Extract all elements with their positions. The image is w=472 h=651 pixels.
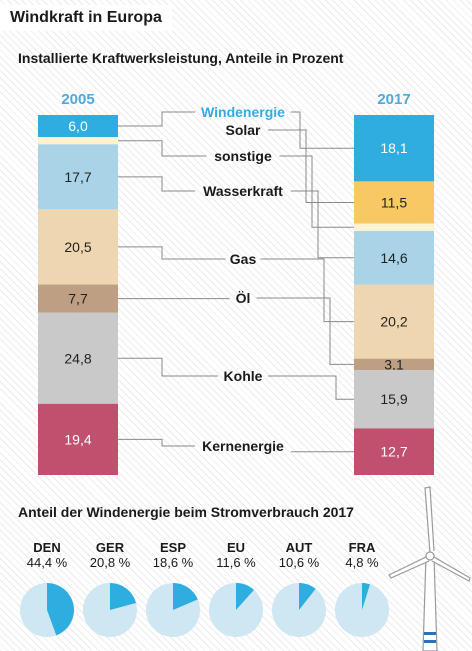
pie-value-label: 20,8 %: [89, 555, 131, 570]
connector-kohle: [268, 375, 354, 400]
pie-den: [20, 583, 74, 637]
pie-eu: [209, 583, 263, 637]
connector-solar: [268, 129, 354, 204]
pie-section-title: Anteil der Windenergie beim Stromverbrau…: [18, 504, 354, 520]
pie-value-label: 10,6 %: [278, 555, 320, 570]
connector-group-kernenergie: [118, 438, 354, 453]
pie-slice-wind: [236, 583, 254, 610]
data-label-kernenergie-2017: 12,7: [380, 444, 407, 460]
connector-group-kohle: [118, 357, 354, 400]
data-label-wasserkraft-2017: 14,6: [380, 250, 407, 266]
pie-cell-aut: AUT 10,6 %: [269, 540, 329, 570]
connector-kernenergie: [118, 438, 196, 447]
category-label-kohle: Kohle: [224, 368, 263, 384]
pie-cell-esp: ESP 18,6 %: [143, 540, 203, 570]
bar-segment-gas-2005: [38, 209, 118, 285]
pie-fra: [335, 583, 389, 637]
data-label-solar-2017: 11,5: [381, 195, 407, 211]
pie-cell-den: DEN 44,4 %: [17, 540, 77, 570]
connector-group-wasserkraft: [118, 176, 354, 259]
pie-value-label: 11,6 %: [216, 555, 256, 570]
bar-segment-sonstige-2005: [38, 137, 118, 145]
bar-segment-kernenergie-2005: [38, 403, 118, 475]
connector-group-solar: [268, 129, 354, 204]
connector-wasserkraft: [118, 176, 196, 192]
bar-segment-sonstige-2017: [354, 223, 434, 231]
bar-segment-kohle-2017: [354, 370, 434, 429]
pie-slice-wind: [299, 583, 316, 610]
data-label-oel-2005: 7,7: [68, 291, 88, 307]
bar-2017: 18,1 11,5 14,6 20,2 3,1 15,9 12,7: [354, 115, 434, 475]
pie-esp: [146, 583, 200, 637]
category-label-kernenergie: Kernenergie: [202, 438, 284, 454]
bar-segment-windenergie-2005: [38, 115, 118, 138]
category-label-oel: Öl: [236, 290, 251, 306]
pie-country-label: FRA: [348, 540, 376, 555]
pie-cell-ger: GER 20,8 %: [80, 540, 140, 570]
pie-cell-fra: FRA 4,8 %: [332, 540, 392, 570]
connector-group-oel: [118, 297, 354, 365]
connector-group-gas: [118, 246, 354, 323]
pie-slice-wind: [47, 583, 74, 636]
bar-segment-windenergie-2017: [354, 115, 434, 182]
year-label-2005: 2005: [61, 91, 94, 108]
pie-slice-wind: [173, 583, 198, 610]
connector-oel: [256, 297, 354, 365]
connector-gas: [260, 258, 354, 323]
pie-value-label: 44,4 %: [26, 555, 68, 570]
category-label-windenergie: Windenergie: [201, 104, 285, 120]
connector-kohle: [118, 357, 218, 377]
bar-segment-wasserkraft-2017: [354, 230, 434, 285]
bar-segment-wasserkraft-2005: [38, 144, 118, 210]
chart-subtitle: Installierte Kraftwerksleistung, Anteile…: [18, 50, 344, 66]
title-box: Windkraft in Europa: [0, 5, 172, 31]
bar-2005: 6,0 17,7 20,5 7,7 24,8 19,4: [38, 115, 118, 475]
connector-gas: [118, 246, 226, 260]
category-label-sonstige: sonstige: [214, 148, 272, 164]
category-label-wasserkraft: Wasserkraft: [203, 183, 283, 199]
pie-country-label: EU: [226, 540, 246, 555]
connector-windenergie: [118, 111, 196, 127]
pie-country-label: DEN: [33, 540, 61, 555]
pie-slice-wind: [362, 583, 371, 610]
data-label-wasserkraft-2005: 17,7: [64, 169, 91, 185]
data-label-windenergie-2017: 18,1: [380, 140, 407, 156]
bar-segment-solar-2017: [354, 181, 434, 224]
connector-sonstige: [118, 140, 207, 157]
data-label-kohle-2017: 15,9: [380, 391, 407, 407]
bar-segment-kernenergie-2017: [354, 428, 434, 475]
pie-slice-wind: [110, 583, 137, 610]
bar-segment-oel-2005: [38, 284, 118, 313]
pie-country-label: AUT: [285, 540, 313, 555]
category-label-gas: Gas: [230, 251, 257, 267]
connector-wasserkraft: [290, 190, 354, 259]
stacked-bar-chart: 6,0 17,7 20,5 7,7 24,8 19,4 2005 18,1 11,5 14,6 20…: [38, 91, 434, 475]
pie-cell-eu: EU 11,6 %: [206, 540, 266, 570]
bar-segment-kohle-2005: [38, 312, 118, 404]
page-title: Windkraft in Europa: [10, 9, 162, 26]
connector-group-sonstige: [118, 140, 354, 228]
category-label-solar: Solar: [225, 122, 261, 138]
bar-segment-gas-2017: [354, 284, 434, 359]
data-label-gas-2017: 20,2: [380, 314, 407, 330]
data-label-kohle-2005: 24,8: [64, 350, 91, 366]
data-label-kernenergie-2005: 19,4: [64, 431, 91, 447]
connector-sonstige: [279, 155, 354, 228]
year-label-2017: 2017: [377, 91, 410, 108]
data-label-oel-2017: 3,1: [384, 356, 404, 372]
pie-country-label: ESP: [159, 540, 186, 555]
data-label-windenergie-2005: 6,0: [68, 118, 88, 134]
pie-country-label: GER: [95, 540, 125, 555]
data-label-gas-2005: 20,5: [64, 239, 91, 255]
pie-value-label: 18,6 %: [152, 555, 194, 570]
pie-ger: [83, 583, 137, 637]
bar-segment-oel-2017: [354, 358, 434, 371]
pie-aut: [272, 583, 326, 637]
pie-value-label: 4,8 %: [345, 555, 379, 570]
